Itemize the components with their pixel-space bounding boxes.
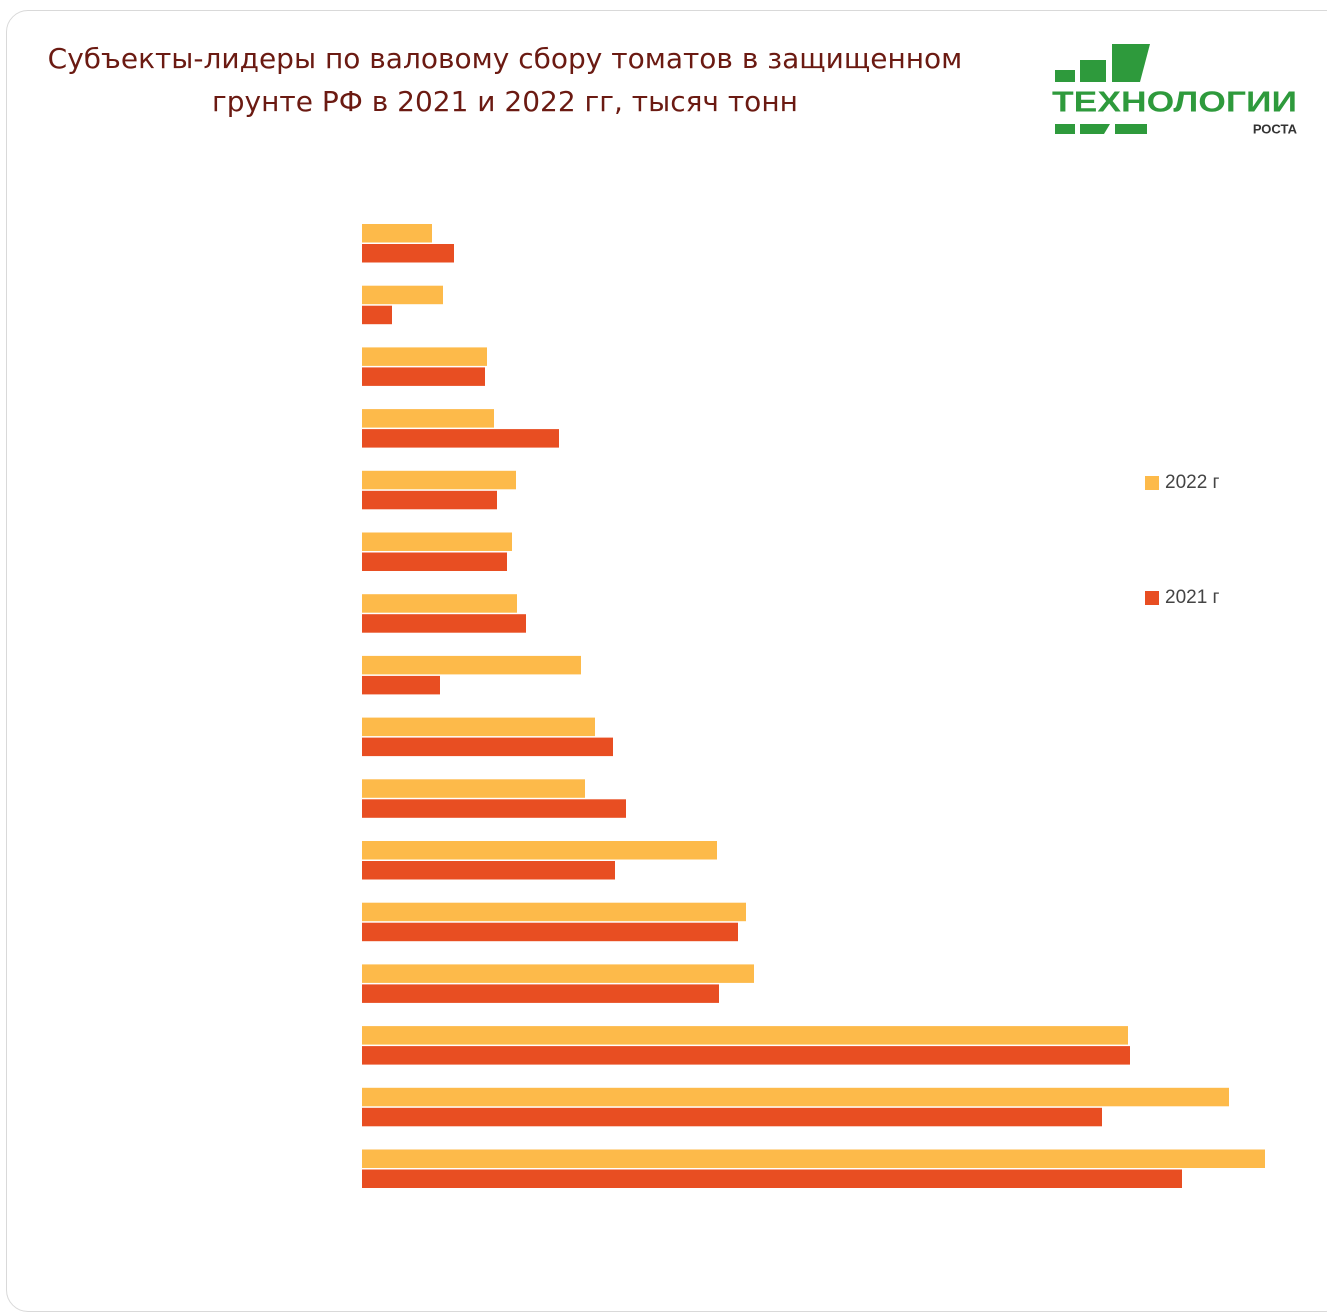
legend-label: 2021 г [1165,587,1220,608]
chart-title: грунте РФ в 2021 и 2022 гг, тысяч тонн [212,85,798,118]
page: {"chart_data": { "type": "hbar", "title"… [6,10,1327,1312]
legend-swatch [1145,591,1159,605]
bar [362,984,719,1003]
logo-text: ТЕХНОЛОГИИ [1052,87,1297,119]
bar [362,224,432,243]
bar [362,655,581,675]
chart-title: Субъекты-лидеры по валовому сбору томато… [48,42,963,75]
bar [362,675,440,695]
logo-block [1055,124,1075,134]
bar [362,922,738,942]
bar [362,367,485,386]
chart: Субъекты-лидеры по валовому сбору томато… [48,42,1298,1188]
bar [362,409,494,428]
logo-block [1055,70,1075,82]
logo: ТЕХНОЛОГИИ РОСТА [1052,44,1298,136]
legend-swatch [1145,476,1159,490]
logo-subtext: РОСТА [1253,121,1298,136]
bar [362,861,615,880]
bar [362,532,512,551]
bar [362,737,613,757]
bar [362,1149,1265,1168]
bar [362,490,497,510]
bar [362,614,526,633]
logo-block [1080,124,1110,134]
bar [362,285,443,305]
bar [362,717,595,737]
bar [362,429,559,448]
legend-label: 2022 г [1165,472,1220,493]
bar [362,347,487,366]
bar [362,779,585,798]
bar [362,594,517,613]
bar [362,1107,1102,1127]
bar [362,1026,1128,1045]
bar [362,964,754,983]
bar [362,244,454,263]
bar [362,841,717,860]
bar [362,552,507,571]
logo-block [1115,124,1147,134]
bar [362,470,516,490]
logo-block [1080,60,1106,82]
bar [362,1169,1182,1188]
bar [362,305,392,325]
bar [362,1046,1130,1065]
bar [362,1087,1229,1107]
logo-block [1112,44,1150,82]
bar [362,902,746,922]
bar [362,799,626,818]
